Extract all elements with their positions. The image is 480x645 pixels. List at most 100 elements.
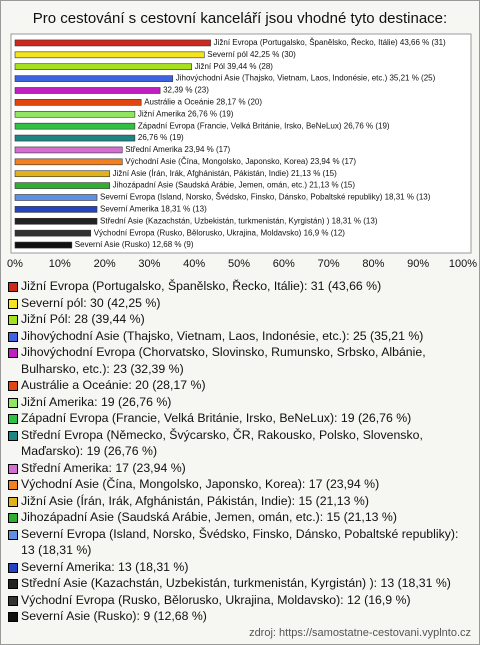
legend-item: Austrálie a Oceánie: 20 (28,17 %) bbox=[7, 377, 471, 394]
data-label: Jižní Evropa (Portugalsko, Španělsko, Ře… bbox=[214, 38, 446, 47]
legend-swatch bbox=[8, 282, 18, 292]
legend-label: Střední Amerika: 17 (23,94 %) bbox=[21, 460, 186, 475]
x-tick-label: 100% bbox=[449, 258, 477, 270]
legend-item: Severní Evropa (Island, Norsko, Švédsko,… bbox=[7, 526, 471, 559]
legend: Jižní Evropa (Portugalsko, Španělsko, Ře… bbox=[7, 278, 471, 625]
legend-label: Jižní Amerika: 19 (26,76 %) bbox=[21, 394, 172, 409]
x-tick-label: 30% bbox=[138, 258, 160, 270]
bar bbox=[14, 158, 123, 166]
legend-item: Východní Evropa (Rusko, Bělorusko, Ukraj… bbox=[7, 592, 471, 609]
legend-swatch bbox=[8, 381, 18, 391]
data-label: Austrálie a Oceánie 28,17 % (20) bbox=[144, 97, 262, 106]
data-label: Východní Asie (Čína, Mongolsko, Japonsko… bbox=[125, 157, 356, 166]
data-label: 26,76 % (19) bbox=[138, 133, 184, 142]
legend-item: Severní pól: 30 (42,25 %) bbox=[7, 295, 471, 312]
bar bbox=[14, 87, 161, 94]
legend-swatch bbox=[8, 430, 18, 441]
data-label: Jižní Amerika 26,76 % (19) bbox=[138, 109, 234, 118]
bar bbox=[14, 110, 136, 118]
chart-title: Pro cestování s cestovní kanceláří jsou … bbox=[33, 10, 447, 27]
legend-label: Austrálie a Oceánie: 20 (28,17 %) bbox=[21, 378, 206, 392]
legend-item: Severní Asie (Rusko): 9 (12,68 %) bbox=[7, 608, 471, 625]
legend-item: Jižní Pól: 28 (39,44 %) bbox=[7, 311, 471, 328]
legend-item: Jihovýchodní Asie (Thajsko, Vietnam, Lao… bbox=[7, 328, 471, 345]
bar bbox=[14, 99, 142, 106]
legend-label: Střední Evropa (Německo, Švýcarsko, ČR, … bbox=[21, 427, 423, 459]
bar bbox=[14, 241, 73, 249]
legend-item: Západní Evropa (Francie, Velká Británie,… bbox=[7, 410, 471, 427]
legend-swatch bbox=[8, 298, 18, 309]
bar bbox=[14, 194, 98, 201]
legend-label: Jižní Evropa (Portugalsko, Španělsko, Ře… bbox=[21, 279, 382, 293]
legend-label: Východní Asie (Čína, Mongolsko, Japonsko… bbox=[21, 477, 380, 491]
legend-item: Jihovýchodní Evropa (Chorvatsko, Slovins… bbox=[7, 344, 471, 377]
bar bbox=[14, 146, 123, 154]
legend-swatch bbox=[8, 480, 18, 490]
legend-item: Jihozápadní Asie (Saudská Arábie, Jemen,… bbox=[7, 509, 471, 526]
legend-item: Střední Evropa (Německo, Švýcarsko, ČR, … bbox=[7, 427, 471, 460]
legend-item: Severní Amerika: 13 (18,31 %) bbox=[7, 559, 471, 576]
legend-swatch bbox=[8, 348, 18, 358]
legend-label: Severní Asie (Rusko): 9 (12,68 %) bbox=[21, 609, 207, 623]
data-label: Východní Evropa (Rusko, Bělorusko, Ukraj… bbox=[94, 228, 346, 237]
legend-label: Západní Evropa (Francie, Velká Británie,… bbox=[21, 411, 412, 425]
legend-label: Jižní Pól: 28 (39,44 %) bbox=[21, 312, 145, 326]
legend-swatch bbox=[8, 463, 18, 474]
legend-label: Severní pól: 30 (42,25 %) bbox=[21, 295, 161, 310]
legend-item: Jižní Amerika: 19 (26,76 %) bbox=[7, 394, 471, 411]
source: zdroj: https://samostatne-cestovani.vypl… bbox=[249, 627, 471, 639]
plot-area bbox=[10, 33, 472, 254]
bar bbox=[14, 182, 110, 189]
bar bbox=[14, 217, 98, 225]
legend-label: Severní Evropa (Island, Norsko, Švédsko,… bbox=[21, 526, 459, 558]
legend-label: Jihovýchodní Evropa (Chorvatsko, Slovins… bbox=[21, 345, 426, 376]
chart: Pro cestování s cestovní kanceláří jsou … bbox=[7, 10, 477, 270]
legend-swatch bbox=[8, 513, 18, 523]
legend-label: Jihovýchodní Asie (Thajsko, Vietnam, Lao… bbox=[21, 328, 424, 343]
bar bbox=[14, 229, 92, 237]
data-label: Jihozápadní Asie (Saudská Arábie, Jemen,… bbox=[113, 181, 356, 190]
legend-swatch bbox=[8, 529, 18, 540]
bar bbox=[14, 51, 205, 59]
legend-label: Severní Amerika: 13 (18,31 %) bbox=[21, 559, 189, 574]
bar bbox=[14, 170, 110, 178]
data-label: Jihovýchodní Asie (Thajsko, Vietnam, Lao… bbox=[176, 74, 436, 83]
bar bbox=[14, 122, 136, 130]
legend-swatch bbox=[8, 595, 18, 606]
legend-swatch bbox=[8, 414, 18, 424]
x-tick-label: 90% bbox=[407, 258, 429, 270]
data-label: Střední Asie (Kazachstán, Uzbekistán, tu… bbox=[100, 216, 378, 225]
bar bbox=[14, 39, 211, 47]
legend-swatch bbox=[8, 315, 18, 325]
legend-label: Střední Asie (Kazachstán, Uzbekistán, tu… bbox=[21, 576, 451, 590]
x-tick-label: 70% bbox=[318, 258, 340, 270]
legend-item: Jižní Evropa (Portugalsko, Španělsko, Ře… bbox=[7, 278, 471, 295]
x-tick-label: 50% bbox=[228, 258, 250, 270]
x-tick-label: 20% bbox=[94, 258, 116, 270]
x-tick-label: 40% bbox=[183, 258, 205, 270]
data-label: Střední Amerika 23,94 % (17) bbox=[125, 145, 230, 154]
legend-swatch bbox=[8, 331, 18, 342]
bar bbox=[14, 75, 174, 82]
x-tick-label: 0% bbox=[7, 258, 23, 270]
data-label: Severní Evropa (Island, Norsko, Švédsko,… bbox=[100, 193, 431, 202]
legend-item: Střední Amerika: 17 (23,94 %) bbox=[7, 460, 471, 477]
data-label: Západní Evropa (Francie, Velká Británie,… bbox=[138, 121, 390, 130]
legend-swatch bbox=[8, 579, 18, 589]
legend-swatch bbox=[8, 562, 18, 573]
legend-swatch bbox=[8, 397, 18, 408]
data-label: Jižní Pól 39,44 % (28) bbox=[195, 62, 274, 71]
bar bbox=[14, 134, 136, 142]
legend-swatch bbox=[8, 496, 18, 507]
data-label: Jižní Asie (Írán, Irák, Afghánistán, Pák… bbox=[113, 169, 337, 178]
legend-item: Východní Asie (Čína, Mongolsko, Japonsko… bbox=[7, 476, 471, 493]
x-tick-label: 60% bbox=[273, 258, 295, 270]
legend-label: Jihozápadní Asie (Saudská Arábie, Jemen,… bbox=[21, 510, 397, 524]
legend-label: Jižní Asie (Írán, Irák, Afghánistán, Pák… bbox=[21, 493, 369, 508]
legend-item: Jižní Asie (Írán, Irák, Afghánistán, Pák… bbox=[7, 493, 471, 510]
legend-swatch bbox=[8, 612, 18, 622]
x-tick-label: 10% bbox=[49, 258, 71, 270]
data-label: Severní pól 42,25 % (30) bbox=[207, 50, 296, 59]
x-tick-label: 80% bbox=[362, 258, 384, 270]
